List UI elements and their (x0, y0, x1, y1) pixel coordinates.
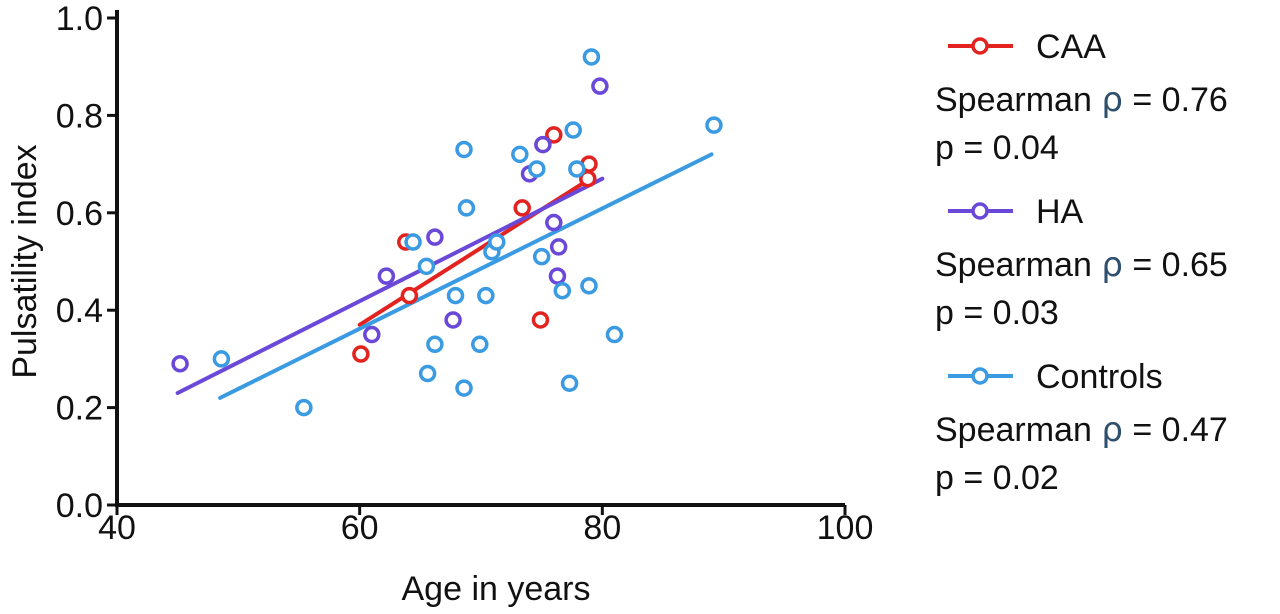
legend-stat-value: = 0.47 (1123, 411, 1228, 449)
data-point-ha (171, 355, 189, 373)
data-point-controls (705, 116, 723, 134)
legend-stat-label: Spearman (935, 246, 1101, 284)
data-point-controls (568, 160, 586, 178)
data-point-ha (549, 238, 568, 256)
data-point-controls (580, 277, 598, 295)
data-point-ha (548, 267, 567, 285)
data-point-controls (426, 335, 444, 354)
legend-stat-value: = 0.65 (1123, 246, 1228, 284)
y-axis-title: Pulsatility index (6, 144, 44, 378)
data-point-controls (560, 374, 579, 392)
data-point-ha (444, 311, 462, 329)
data-point-controls (564, 121, 582, 139)
legend-label-caa: CAA (1036, 28, 1106, 66)
y-tick-label: 1.0 (56, 0, 103, 38)
fit-line-controls (218, 152, 714, 400)
legend-stat-ha: Spearman ρ = 0.65 (935, 245, 1228, 285)
data-point-controls (532, 247, 551, 266)
x-tick-label: 100 (817, 509, 874, 547)
data-point-controls (446, 286, 465, 305)
x-tick-label: 60 (341, 509, 379, 547)
data-point-caa (400, 286, 419, 305)
legend-p-value-controls: p = 0.02 (935, 459, 1059, 497)
data-point-controls (488, 233, 506, 251)
data-point-caa (531, 311, 550, 329)
data-point-caa (579, 169, 597, 188)
data-point-controls (582, 48, 601, 66)
data-point-controls (417, 257, 436, 276)
data-point-ha (534, 135, 552, 154)
legend-stat-caa: Spearman ρ = 0.76 (935, 80, 1228, 120)
legend-swatch-marker-controls (971, 367, 989, 385)
data-point-caa (352, 345, 370, 363)
data-point-controls (605, 325, 624, 344)
data-point-ha (545, 213, 563, 232)
legend-swatch-marker-ha (971, 202, 989, 220)
plot-area (171, 48, 723, 417)
y-tick-label: 0.6 (56, 195, 103, 233)
y-tick-label: 0.2 (56, 390, 103, 428)
data-point-ha (591, 77, 609, 95)
data-point-controls (455, 379, 473, 397)
legend-stat-controls: Spearman ρ = 0.47 (935, 410, 1228, 450)
axes: 40 60 80 100 0.0 0.2 0.4 0.6 0.8 1.0 Age in years P… (6, 0, 873, 608)
data-point-controls (457, 199, 476, 217)
legend-stat-symbol: ρ (1101, 410, 1123, 450)
legend-label-controls: Controls (1036, 358, 1163, 396)
y-tick-label: 0.8 (56, 97, 103, 135)
data-point-caa (513, 199, 532, 217)
data-point-controls (553, 281, 572, 300)
legend-stat-label: Spearman (935, 411, 1101, 449)
data-point-ha (426, 228, 444, 246)
fit-line-ha (175, 176, 605, 395)
data-point-caa (545, 126, 563, 144)
legend-p-value-caa: p = 0.04 (935, 129, 1059, 167)
data-point-controls (511, 145, 529, 164)
legend-stat-symbol: ρ (1101, 80, 1123, 120)
data-point-controls (477, 286, 495, 305)
x-tick-label: 40 (98, 509, 136, 547)
data-point-controls (455, 140, 473, 159)
data-point-controls (418, 364, 437, 383)
legend-stat-label: Spearman (935, 81, 1101, 119)
data-point-controls (528, 160, 546, 178)
data-point-controls (471, 335, 489, 354)
legend-stat-value: = 0.76 (1123, 81, 1228, 119)
x-tick-label: 80 (583, 509, 621, 547)
x-axis-title: Age in years (402, 570, 591, 608)
data-point-ha (363, 325, 381, 344)
data-point-controls (295, 398, 313, 417)
legend: CAA Spearman ρ = 0.76 p = 0.04 HA Spearman ρ… (935, 28, 1228, 497)
legend-stat-symbol: ρ (1101, 245, 1123, 285)
y-tick-label: 0.4 (56, 292, 103, 330)
legend-swatch-marker-caa (971, 37, 989, 55)
data-point-ha (377, 267, 396, 285)
data-point-controls (404, 233, 422, 251)
legend-p-value-ha: p = 0.03 (935, 294, 1059, 332)
data-point-controls (212, 350, 231, 368)
legend-label-ha: HA (1036, 193, 1084, 231)
y-tick-label: 0.0 (56, 487, 103, 525)
